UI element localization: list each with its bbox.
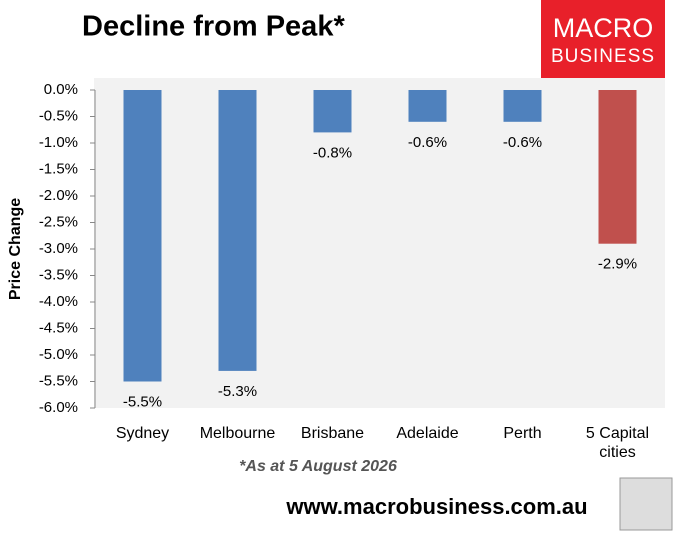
y-tick-label: 0.0%: [44, 81, 78, 98]
bar: [598, 90, 637, 244]
x-tick-label: Brisbane: [300, 425, 365, 442]
data-label: -0.8%: [313, 144, 352, 161]
footnote: *As at 5 August 2026: [239, 458, 397, 475]
y-tick-label: -3.5%: [39, 266, 78, 283]
y-tick-label: -2.5%: [39, 213, 78, 230]
y-tick-label: -4.5%: [39, 319, 78, 336]
data-label: -2.9%: [598, 256, 637, 273]
data-label: -5.3%: [218, 383, 257, 400]
fox-icon: [619, 477, 673, 531]
chart-title: Decline from Peak*: [82, 11, 345, 43]
x-tick-label: Adelaide: [396, 425, 459, 442]
logo-text: MACRO: [553, 13, 654, 43]
bar: [503, 90, 542, 122]
x-tick-label: Sydney: [115, 425, 170, 442]
x-tick-label: Perth: [503, 425, 542, 442]
bar: [123, 90, 162, 382]
logo: [541, 0, 665, 78]
y-tick-label: -3.0%: [39, 240, 78, 257]
x-tick-label: 5 Capital cities: [585, 425, 650, 461]
plot-area: [94, 78, 665, 408]
y-tick-label: -1.0%: [39, 134, 78, 151]
logo-text: BUSINESS: [551, 46, 655, 67]
data-label: -5.5%: [123, 393, 162, 410]
y-tick-label: -5.0%: [39, 346, 78, 363]
data-label: -0.6%: [408, 134, 447, 151]
x-tick-label: Melbourne: [199, 425, 276, 442]
y-tick-label: -2.0%: [39, 187, 78, 204]
y-axis-label: Price Change: [7, 198, 24, 300]
y-tick-label: -4.0%: [39, 293, 78, 310]
y-tick-label: -5.5%: [39, 372, 78, 389]
bar: [218, 90, 257, 371]
bar: [408, 90, 447, 122]
y-tick-label: -0.5%: [39, 107, 78, 124]
y-tick-label: -1.5%: [39, 160, 78, 177]
source: www.macrobusiness.com.au: [285, 494, 587, 519]
bar: [313, 90, 352, 133]
data-label: -0.6%: [503, 134, 542, 151]
y-tick-label: -6.0%: [39, 399, 78, 416]
